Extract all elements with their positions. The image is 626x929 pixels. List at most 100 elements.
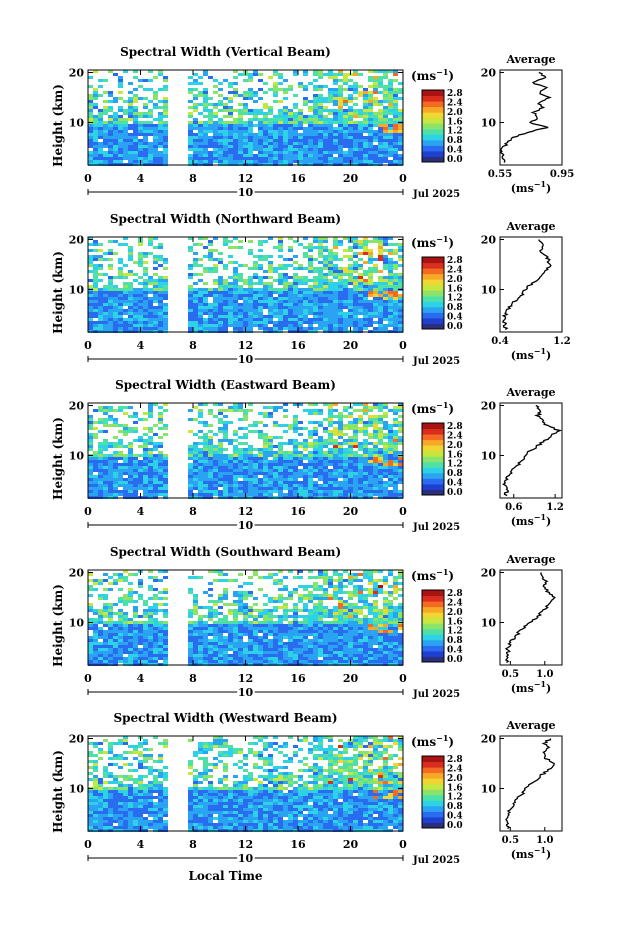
- heatmap-cell: [343, 609, 348, 612]
- heatmap-cell: [248, 451, 253, 454]
- heatmap-cell: [333, 490, 338, 493]
- heatmap-cell: [163, 136, 168, 139]
- heatmap-cell: [278, 306, 283, 309]
- heatmap-cell: [263, 288, 268, 291]
- heatmap-cell: [248, 481, 253, 484]
- heatmap-cell: [373, 82, 378, 85]
- heatmap-cell: [223, 448, 228, 451]
- heatmap-cell: [278, 112, 283, 115]
- heatmap-cell: [353, 276, 358, 279]
- heatmap-cell: [203, 145, 208, 148]
- heatmap-cell: [123, 484, 128, 487]
- x-tick-label: 8: [189, 339, 197, 352]
- heatmap-cell: [318, 597, 323, 600]
- heatmap-cell: [263, 118, 268, 121]
- heatmap-cell: [198, 258, 203, 261]
- heatmap-cell: [243, 582, 248, 585]
- heatmap-cell: [88, 154, 93, 157]
- heatmap-cell: [378, 324, 383, 327]
- heatmap-cell: [343, 139, 348, 142]
- heatmap-cell: [208, 240, 213, 243]
- heatmap-cell: [313, 73, 318, 76]
- heatmap-cell: [353, 142, 358, 145]
- heatmap-cell: [293, 454, 298, 457]
- heatmap-cell: [293, 475, 298, 478]
- heatmap-cell: [223, 478, 228, 481]
- heatmap-cell: [143, 133, 148, 136]
- heatmap-cell: [318, 493, 323, 496]
- heatmap-cell: [268, 487, 273, 490]
- heatmap-cell: [93, 258, 98, 261]
- heatmap-cell: [223, 321, 228, 324]
- heatmap-cell: [278, 127, 283, 130]
- heatmap-cell: [323, 570, 328, 573]
- heatmap-cell: [273, 118, 278, 121]
- heatmap-cell: [88, 618, 93, 621]
- heatmap-cell: [213, 472, 218, 475]
- heatmap-cell: [148, 237, 153, 240]
- heatmap-cell: [108, 300, 113, 303]
- heatmap-cell: [103, 421, 108, 424]
- heatmap-cell: [318, 157, 323, 160]
- heatmap-cell: [283, 115, 288, 118]
- heatmap-cell: [253, 255, 258, 258]
- heatmap-cell: [138, 300, 143, 303]
- heatmap-cell: [283, 463, 288, 466]
- heatmap-cell: [278, 237, 283, 240]
- heatmap-cell: [108, 415, 113, 418]
- heatmap-cell: [393, 94, 398, 97]
- heatmap-cell: [288, 481, 293, 484]
- heatmap-cell: [198, 481, 203, 484]
- heatmap-cell: [118, 97, 123, 100]
- heatmap-cell: [353, 460, 358, 463]
- heatmap-cell: [398, 303, 403, 306]
- heatmap-cell: [108, 130, 113, 133]
- heatmap-cell: [343, 612, 348, 615]
- heatmap-cell: [298, 597, 303, 600]
- heatmap-cell: [283, 457, 288, 460]
- heatmap-cell: [123, 469, 128, 472]
- heatmap-cell: [158, 445, 163, 448]
- heatmap-cell: [368, 309, 373, 312]
- heatmap-cell: [338, 88, 343, 91]
- heatmap-cell: [253, 493, 258, 496]
- heatmap-cell: [318, 273, 323, 276]
- heatmap-cell: [158, 309, 163, 312]
- heatmap-cell: [373, 466, 378, 469]
- colorbar-segment: [422, 467, 444, 474]
- heatmap-cell: [348, 130, 353, 133]
- heatmap-cell: [353, 445, 358, 448]
- heatmap-cell: [273, 451, 278, 454]
- heatmap-cell: [98, 115, 103, 118]
- heatmap-cell: [303, 267, 308, 270]
- heatmap-cell: [263, 448, 268, 451]
- heatmap-cell: [308, 585, 313, 588]
- heatmap-cell: [123, 127, 128, 130]
- heatmap-cell: [208, 294, 213, 297]
- heatmap-cell: [378, 237, 383, 240]
- heatmap-cell: [243, 457, 248, 460]
- heatmap-cell: [318, 261, 323, 264]
- heatmap-cell: [358, 573, 363, 576]
- heatmap-cell: [93, 582, 98, 585]
- heatmap-cell: [298, 615, 303, 618]
- heatmap-cell: [253, 421, 258, 424]
- heatmap-cell: [238, 142, 243, 145]
- heatmap-cell: [313, 448, 318, 451]
- heatmap-cell: [353, 321, 358, 324]
- colorbar-tick-label: 0.8: [447, 136, 463, 146]
- heatmap-cell: [133, 612, 138, 615]
- heatmap-cell: [153, 145, 158, 148]
- heatmap-cell: [123, 148, 128, 151]
- heatmap-cell: [398, 481, 403, 484]
- heatmap-cell: [128, 258, 133, 261]
- heatmap-cell: [348, 115, 353, 118]
- heatmap-cell: [293, 415, 298, 418]
- heatmap-cell: [273, 309, 278, 312]
- heatmap-cell: [138, 97, 143, 100]
- colorbar-segment: [422, 150, 444, 157]
- heatmap-cell: [323, 237, 328, 240]
- heatmap-cell: [273, 136, 278, 139]
- heatmap-cell: [203, 157, 208, 160]
- heatmap-cell: [363, 285, 368, 288]
